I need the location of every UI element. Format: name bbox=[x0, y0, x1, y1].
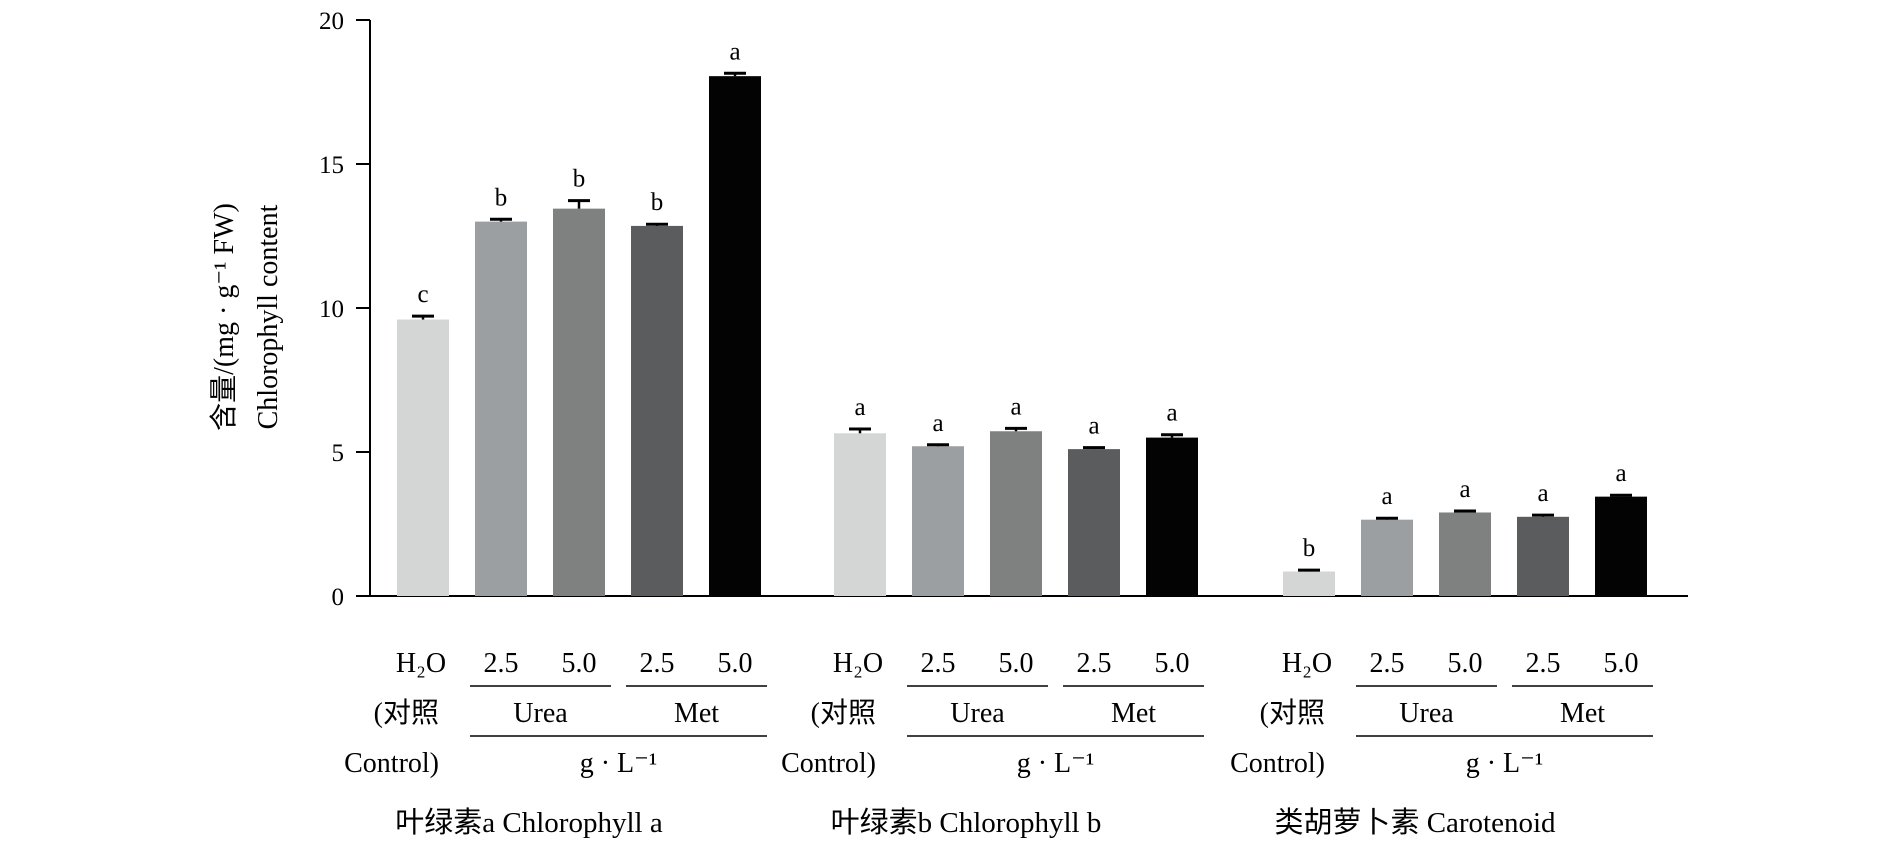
category-label-dose: 2.5 bbox=[484, 648, 519, 679]
bar bbox=[1283, 571, 1335, 596]
bar bbox=[1439, 512, 1491, 596]
bar bbox=[834, 433, 886, 596]
significance-letter: b bbox=[573, 166, 586, 193]
category-label-dose: 2.5 bbox=[1526, 648, 1561, 679]
bar bbox=[553, 208, 605, 596]
bar bbox=[1595, 496, 1647, 596]
category-label-dose: 5.0 bbox=[999, 648, 1034, 679]
significance-letter: a bbox=[1381, 483, 1392, 510]
category-label-met: Met bbox=[1111, 698, 1156, 729]
bar bbox=[1517, 516, 1569, 596]
category-label-dose: 5.0 bbox=[1604, 648, 1639, 679]
significance-letter: a bbox=[854, 394, 865, 421]
significance-letter: c bbox=[417, 281, 428, 308]
y-tick-label: 20 bbox=[319, 8, 344, 35]
significance-letter: b bbox=[495, 184, 508, 211]
category-label-control: (对照 bbox=[374, 697, 439, 729]
bar bbox=[475, 221, 527, 596]
category-label-dose: 5.0 bbox=[1155, 648, 1190, 679]
category-label-dose: 2.5 bbox=[921, 648, 956, 679]
category-label-control: Control) bbox=[1230, 748, 1325, 779]
category-label-unit: g · L⁻¹ bbox=[1466, 748, 1544, 779]
bar bbox=[912, 446, 964, 596]
category-label-control: Control) bbox=[781, 748, 876, 779]
significance-letter: a bbox=[1166, 400, 1177, 427]
y-axis-label: 含量/(mg · g⁻¹ FW) bbox=[208, 203, 240, 431]
category-label-urea: Urea bbox=[513, 698, 568, 729]
y-axis-label: Chlorophyll content bbox=[253, 204, 284, 429]
category-label-met: Met bbox=[1560, 698, 1605, 729]
y-tick-label: 15 bbox=[319, 152, 344, 179]
category-label-met: Met bbox=[674, 698, 719, 729]
bar bbox=[709, 76, 761, 596]
significance-letter: a bbox=[1010, 393, 1021, 420]
bar bbox=[1068, 449, 1120, 596]
category-label-dose: 2.5 bbox=[1077, 648, 1112, 679]
y-tick-label: 0 bbox=[332, 584, 345, 611]
category-label-dose: 5.0 bbox=[562, 648, 597, 679]
category-label-urea: Urea bbox=[950, 698, 1005, 729]
category-label-control: (对照 bbox=[1260, 697, 1325, 729]
significance-letter: b bbox=[1303, 535, 1316, 562]
category-label-h2o: H₂O bbox=[396, 648, 446, 679]
category-label-dose: 2.5 bbox=[1370, 648, 1405, 679]
significance-letter: a bbox=[1088, 413, 1099, 440]
y-tick-label: 10 bbox=[319, 296, 344, 323]
category-label-dose: 5.0 bbox=[718, 648, 753, 679]
group-title: 类胡萝卜素 Carotenoid bbox=[1274, 806, 1556, 839]
y-tick-label: 5 bbox=[332, 440, 345, 467]
category-label-urea: Urea bbox=[1399, 698, 1454, 729]
category-label-dose: 5.0 bbox=[1448, 648, 1483, 679]
category-label-dose: 2.5 bbox=[640, 648, 675, 679]
group-title: 叶绿素b Chlorophyll b bbox=[831, 806, 1102, 839]
group-title: 叶绿素a Chlorophyll a bbox=[395, 806, 663, 839]
bar bbox=[397, 319, 449, 596]
bar bbox=[1361, 519, 1413, 596]
significance-letter: a bbox=[1537, 480, 1548, 507]
category-label-unit: g · L⁻¹ bbox=[1017, 748, 1095, 779]
significance-letter: a bbox=[729, 38, 740, 65]
category-label-unit: g · L⁻¹ bbox=[580, 748, 658, 779]
category-label-h2o: H₂O bbox=[833, 648, 883, 679]
category-label-control: (对照 bbox=[811, 697, 876, 729]
category-label-h2o: H₂O bbox=[1282, 648, 1332, 679]
bar bbox=[1146, 437, 1198, 596]
significance-letter: b bbox=[651, 189, 664, 216]
significance-letter: a bbox=[1615, 460, 1626, 487]
category-label-control: Control) bbox=[344, 748, 439, 779]
bar bbox=[631, 225, 683, 597]
significance-letter: a bbox=[1459, 476, 1470, 503]
significance-letter: a bbox=[932, 410, 943, 437]
bar bbox=[990, 431, 1042, 596]
